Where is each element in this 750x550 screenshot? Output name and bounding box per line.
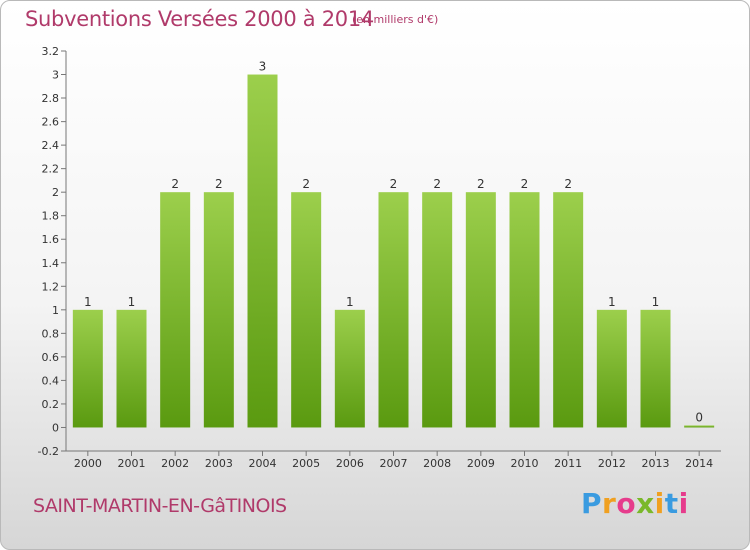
y-tick-label: 2.8 (42, 92, 60, 105)
data-label: 1 (652, 295, 660, 309)
bar (116, 309, 147, 428)
data-label: 3 (259, 60, 267, 74)
data-label: 2 (477, 177, 485, 191)
x-tick-label: 2007 (380, 457, 408, 470)
bar (422, 192, 453, 428)
proxiti-logo[interactable]: Proxiti (581, 487, 689, 520)
chart-title: Subventions Versées 2000 à 2014 (25, 7, 374, 31)
y-tick-label: 2.6 (42, 116, 60, 129)
y-tick-label: 0.4 (42, 374, 60, 387)
bar (509, 192, 540, 428)
chart-unit: (en milliers d'€) (352, 13, 439, 26)
data-label: 1 (346, 295, 354, 309)
bar (378, 192, 409, 428)
bar (465, 192, 496, 428)
y-tick-label: 2.2 (42, 163, 60, 176)
data-label: 2 (390, 177, 398, 191)
bar (291, 192, 322, 428)
y-tick-label: 1 (52, 304, 59, 317)
y-tick-label: 3.2 (42, 45, 60, 58)
bar (640, 309, 671, 428)
logo-letter: i (678, 487, 689, 520)
logo-letter: P (581, 487, 603, 520)
x-tick-label: 2003 (205, 457, 233, 470)
bar (684, 425, 715, 428)
y-tick-label: 0.2 (42, 398, 60, 411)
x-tick-label: 2004 (249, 457, 277, 470)
x-tick-label: 2002 (161, 457, 189, 470)
logo-letter: o (616, 487, 637, 520)
data-label: 2 (521, 177, 529, 191)
x-tick-label: 2000 (74, 457, 102, 470)
y-tick-label: 1.6 (42, 233, 60, 246)
x-tick-label: 2014 (685, 457, 713, 470)
x-tick-label: 2009 (467, 457, 495, 470)
x-tick-label: 2001 (118, 457, 146, 470)
data-label: 2 (171, 177, 179, 191)
y-tick-label: 2 (52, 186, 59, 199)
bar (334, 309, 365, 428)
data-label: 2 (302, 177, 310, 191)
data-label: 2 (215, 177, 223, 191)
data-label: 1 (608, 295, 616, 309)
bar (203, 192, 234, 428)
logo-letter: x (636, 487, 655, 520)
y-tick-label: 1.2 (42, 280, 60, 293)
bar (247, 74, 278, 428)
data-label: 1 (84, 295, 92, 309)
x-tick-label: 2011 (554, 457, 582, 470)
x-tick-label: 2006 (336, 457, 364, 470)
y-tick-label: 1.8 (42, 210, 60, 223)
x-tick-label: 2005 (292, 457, 320, 470)
x-tick-label: 2013 (642, 457, 670, 470)
commune-name: SAINT-MARTIN-EN-GâTINOIS (33, 495, 287, 517)
y-tick-label: -0.2 (38, 445, 59, 458)
x-tick-label: 2012 (598, 457, 626, 470)
logo-letter: r (602, 487, 617, 520)
bar (596, 309, 627, 428)
logo-letter: t (664, 487, 679, 520)
y-tick-label: 1.4 (42, 257, 60, 270)
x-tick-label: 2008 (423, 457, 451, 470)
y-tick-label: 2.4 (42, 139, 60, 152)
bar (160, 192, 191, 428)
bar (553, 192, 584, 428)
data-label: 1 (128, 295, 136, 309)
y-tick-label: 3 (52, 69, 59, 82)
y-tick-label: 0.8 (42, 327, 60, 340)
logo-letter: i (654, 487, 665, 520)
data-label: 2 (564, 177, 572, 191)
bar (72, 309, 103, 428)
y-tick-label: 0 (52, 421, 59, 434)
y-tick-label: 0.6 (42, 351, 60, 364)
x-tick-label: 2010 (511, 457, 539, 470)
data-label: 0 (695, 410, 703, 424)
data-label: 2 (433, 177, 441, 191)
